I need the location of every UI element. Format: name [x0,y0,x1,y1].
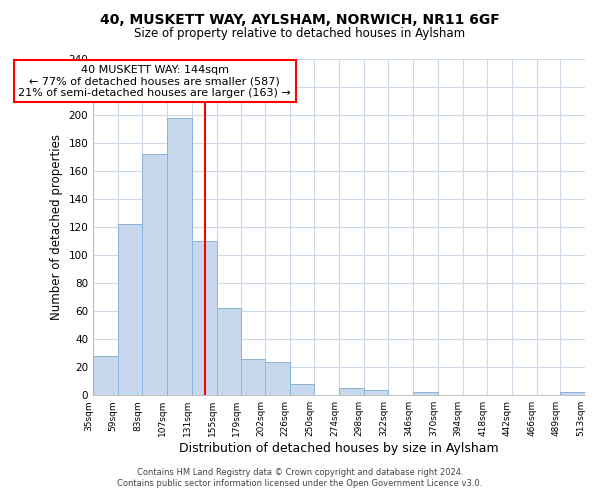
Text: 40 MUSKETT WAY: 144sqm
← 77% of detached houses are smaller (587)
21% of semi-de: 40 MUSKETT WAY: 144sqm ← 77% of detached… [19,64,291,98]
Text: Size of property relative to detached houses in Aylsham: Size of property relative to detached ho… [134,28,466,40]
Y-axis label: Number of detached properties: Number of detached properties [50,134,63,320]
X-axis label: Distribution of detached houses by size in Aylsham: Distribution of detached houses by size … [179,442,499,455]
Bar [192,241,217,395]
Bar [413,392,438,395]
Bar [265,362,290,395]
Bar [560,392,585,395]
Bar [118,224,142,395]
Bar [241,359,265,395]
Bar [290,384,314,395]
Bar [364,390,388,395]
Text: 40, MUSKETT WAY, AYLSHAM, NORWICH, NR11 6GF: 40, MUSKETT WAY, AYLSHAM, NORWICH, NR11 … [100,12,500,26]
Bar [167,118,192,395]
Text: Contains HM Land Registry data © Crown copyright and database right 2024.
Contai: Contains HM Land Registry data © Crown c… [118,468,482,487]
Bar [217,308,241,395]
Bar [339,388,364,395]
Bar [93,356,118,395]
Bar [142,154,167,395]
